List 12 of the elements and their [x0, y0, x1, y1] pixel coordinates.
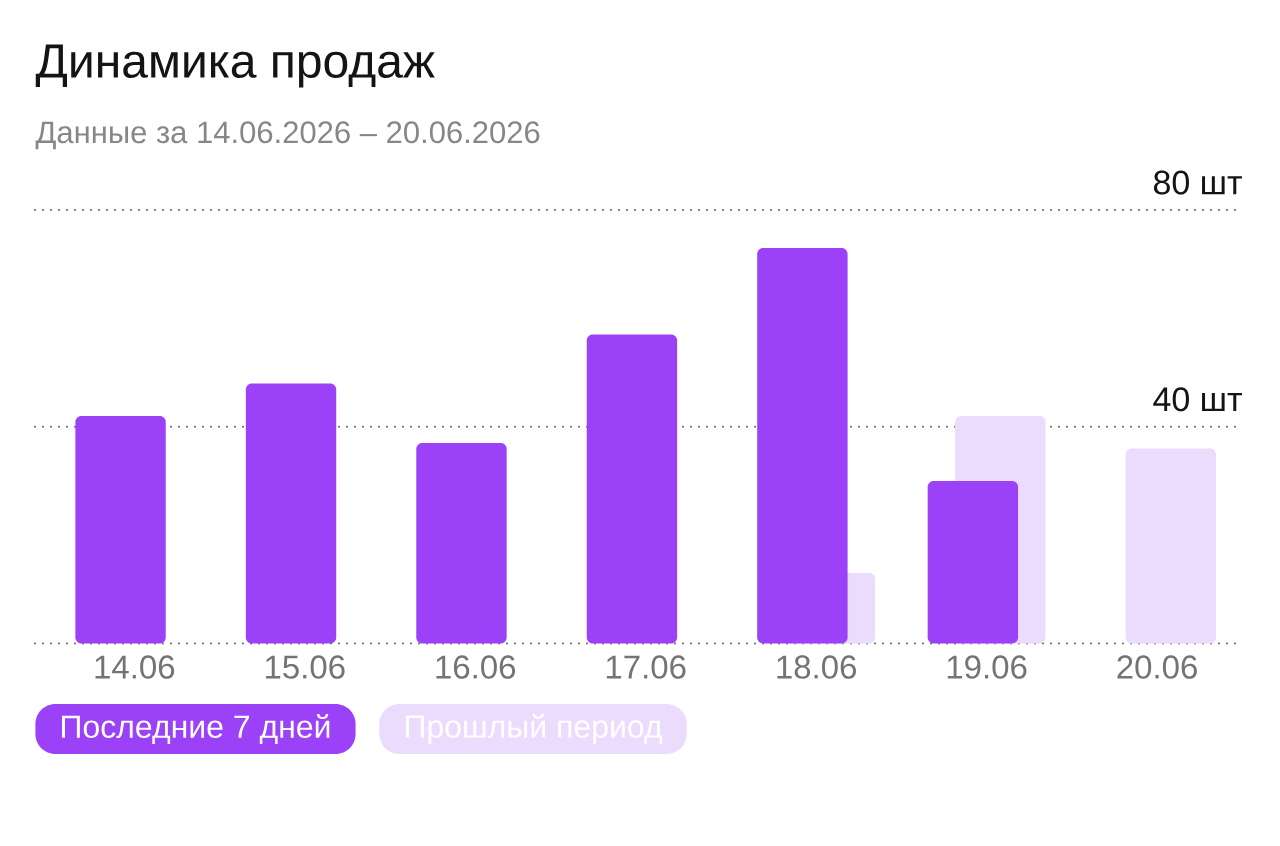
text: Последние 7 дней: [62, 713, 330, 745]
x-tick-label: 18.06: [777, 655, 856, 679]
x-tick-label: 15.06: [265, 655, 345, 679]
x-tick-label: 16.06: [436, 655, 516, 679]
x-tick-label: 14.06: [95, 655, 175, 679]
y-tick-label: 80 шт: [1153, 170, 1242, 195]
x-tick-label: 17.06: [606, 655, 686, 679]
chart-title: Динамика продаж: [35, 44, 435, 88]
x-tick-label: 19.06: [947, 655, 1027, 679]
x-tick-label: 20.06: [1117, 655, 1197, 679]
chart-subtitle: Данные за 14.06.2026 – 20.06.2026: [35, 121, 540, 150]
y-tick-label: 40 шт: [1153, 387, 1242, 412]
